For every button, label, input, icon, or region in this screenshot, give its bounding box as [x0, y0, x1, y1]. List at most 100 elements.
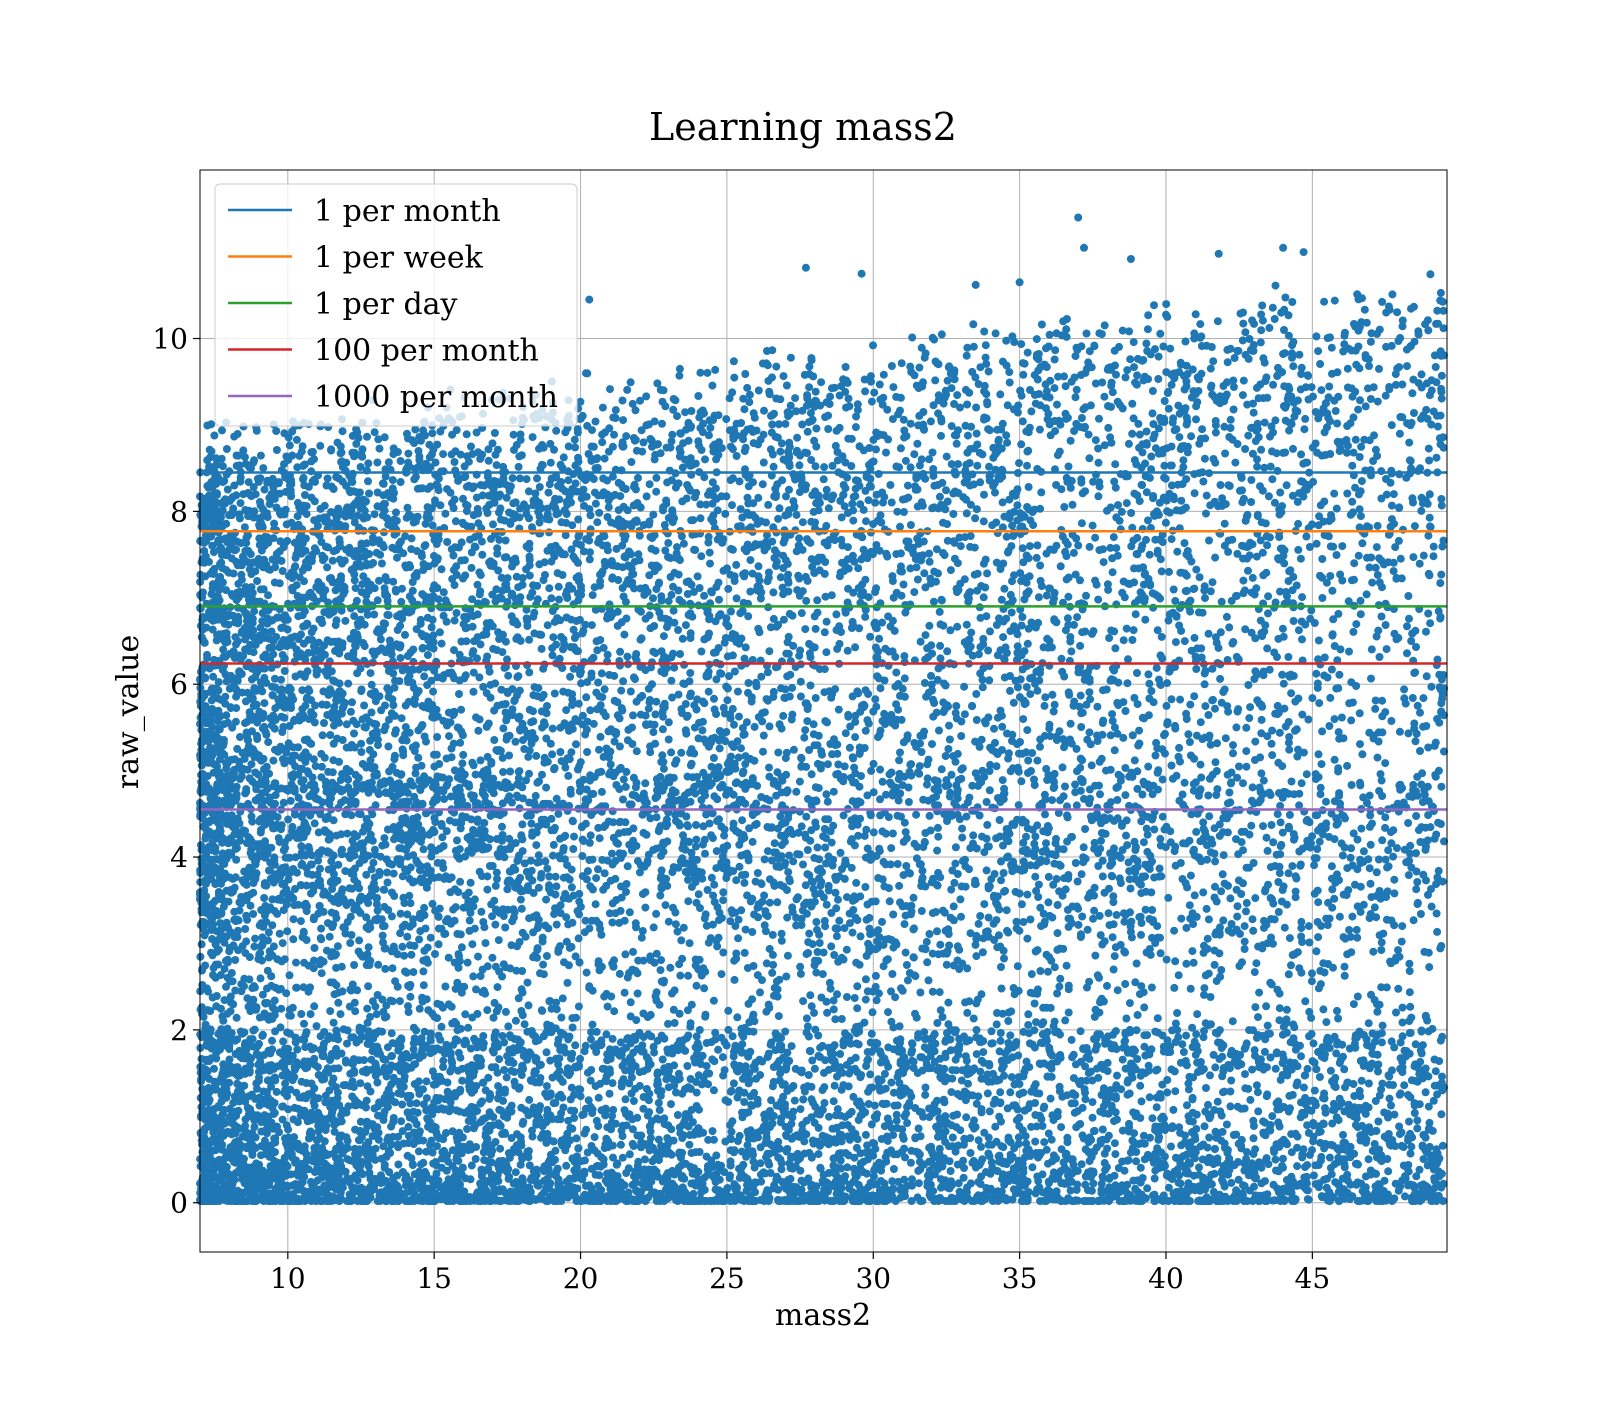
scatter-point [459, 495, 467, 503]
scatter-point [601, 869, 609, 877]
scatter-point [1170, 984, 1178, 992]
scatter-point [1147, 453, 1155, 461]
scatter-point [823, 486, 831, 494]
scatter-point [739, 731, 747, 739]
scatter-point [402, 723, 410, 731]
scatter-point [412, 473, 420, 481]
scatter-point [660, 765, 668, 773]
scatter-point [236, 514, 244, 522]
scatter-point [864, 690, 872, 698]
scatter-point [750, 1089, 758, 1097]
scatter-point [395, 844, 403, 852]
scatter-point [1161, 397, 1169, 405]
scatter-point [1433, 910, 1441, 918]
scatter-point [1266, 979, 1274, 987]
scatter-point [232, 640, 240, 648]
scatter-point [1006, 687, 1014, 695]
scatter-point [1152, 752, 1160, 760]
scatter-point [494, 983, 502, 991]
scatter-point [1043, 592, 1051, 600]
scatter-point [1023, 462, 1031, 470]
scatter-point [749, 570, 757, 578]
scatter-point [801, 726, 809, 734]
scatter-point [722, 415, 730, 423]
scatter-point [348, 931, 356, 939]
scatter-point [1205, 915, 1213, 923]
scatter-point [1358, 750, 1366, 758]
scatter-point [420, 981, 428, 989]
scatter-point [907, 463, 915, 471]
scatter-point [1246, 703, 1254, 711]
scatter-point [1171, 597, 1179, 605]
scatter-point [667, 677, 675, 685]
scatter-point [1212, 429, 1220, 437]
scatter-point [1209, 578, 1217, 586]
scatter-point [230, 916, 238, 924]
scatter-point [1205, 812, 1213, 820]
scatter-point [407, 951, 415, 959]
scatter-point [1426, 270, 1434, 278]
scatter-point [1123, 625, 1131, 633]
scatter-point [886, 481, 894, 489]
scatter-point [1214, 317, 1222, 325]
scatter-point [701, 850, 709, 858]
scatter-point [812, 425, 820, 433]
scatter-point [1305, 939, 1313, 947]
scatter-point [621, 950, 629, 958]
scatter-point [1343, 490, 1351, 498]
scatter-point [1305, 922, 1313, 930]
scatter-point [1312, 670, 1320, 678]
scatter-point [527, 820, 535, 828]
scatter-point [1322, 798, 1330, 806]
scatter-point [677, 749, 685, 757]
scatter-point [1288, 298, 1296, 306]
scatter-point [384, 879, 392, 887]
scatter-point [1428, 903, 1436, 911]
scatter-point [257, 585, 265, 593]
scatter-point [1158, 567, 1166, 575]
scatter-point [774, 515, 782, 523]
scatter-point [1332, 1049, 1340, 1057]
scatter-point [1104, 424, 1112, 432]
scatter-point [825, 1113, 833, 1121]
scatter-point [1175, 971, 1183, 979]
scatter-point [1254, 1107, 1262, 1115]
scatter-point [575, 700, 583, 708]
scatter-point [1144, 763, 1152, 771]
scatter-point [626, 1150, 634, 1158]
scatter-point [1378, 298, 1386, 306]
scatter-point [1163, 679, 1171, 687]
scatter-point [653, 379, 661, 387]
scatter-point [453, 836, 461, 844]
scatter-point [711, 366, 719, 374]
scatter-point [984, 647, 992, 655]
scatter-point [1019, 715, 1027, 723]
scatter-point [1329, 615, 1337, 623]
scatter-point [564, 476, 572, 484]
scatter-point [795, 534, 803, 542]
scatter-point [1158, 633, 1166, 641]
scatter-point [587, 673, 595, 681]
scatter-point [472, 771, 480, 779]
scatter-point [587, 1066, 595, 1074]
scatter-point [1265, 324, 1273, 332]
scatter-point [702, 501, 710, 509]
scatter-point [1325, 722, 1333, 730]
scatter-point [1135, 444, 1143, 452]
scatter-point [624, 736, 632, 744]
scatter-point [1041, 693, 1049, 701]
scatter-point [1074, 542, 1082, 550]
scatter-point [1348, 781, 1356, 789]
scatter-point [1226, 1102, 1234, 1110]
scatter-point [1095, 478, 1103, 486]
scatter-point [545, 873, 553, 881]
scatter-point [760, 459, 768, 467]
scatter-point [829, 462, 837, 470]
scatter-point [293, 436, 301, 444]
scatter-point [1217, 481, 1225, 489]
scatter-point [1330, 490, 1338, 498]
scatter-point [952, 702, 960, 710]
scatter-point [660, 386, 668, 394]
scatter-point [1400, 1081, 1408, 1089]
scatter-point [261, 1010, 269, 1018]
